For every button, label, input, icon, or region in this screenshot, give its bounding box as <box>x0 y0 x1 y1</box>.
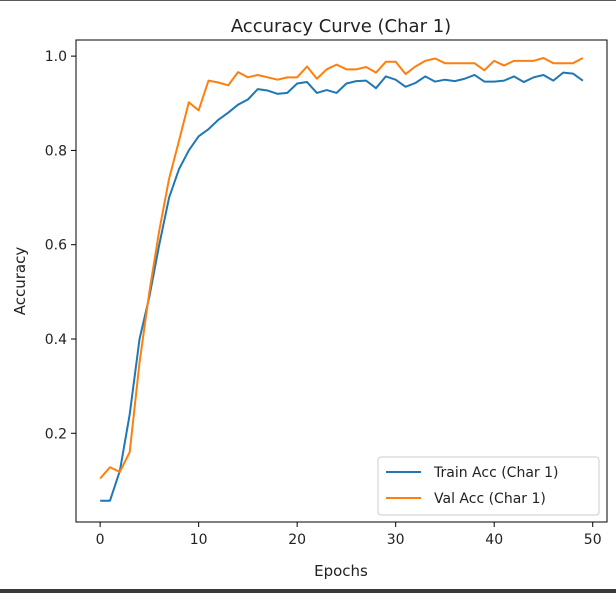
tick-layer: 0 10 20 30 40 50 0.2 0.4 0.6 0.8 1.0 <box>45 49 602 548</box>
legend: Train Acc (Char 1) Val Acc (Char 1) <box>377 456 600 516</box>
y-tick-label: 1.0 <box>45 49 67 65</box>
series-layer <box>99 57 584 502</box>
series-line-train <box>100 71 584 502</box>
y-tick-label: 0.2 <box>45 426 67 442</box>
y-tick-label: 0.8 <box>45 143 67 159</box>
y-tick-label: 0.4 <box>45 332 67 348</box>
series-line-val <box>99 57 584 480</box>
bottom-divider <box>0 589 616 593</box>
x-tick-label: 50 <box>584 532 602 548</box>
y-tick-label: 0.6 <box>45 238 67 254</box>
x-tick-label: 10 <box>190 532 208 548</box>
x-tick-label: 20 <box>288 532 306 548</box>
x-tick-label: 40 <box>485 532 503 548</box>
y-axis-title: Accuracy <box>11 247 29 316</box>
chart-title: Accuracy Curve (Char 1) <box>231 16 451 37</box>
legend-box <box>377 456 600 516</box>
x-axis-title: Epochs <box>314 562 368 580</box>
x-tick-label: 0 <box>96 532 105 548</box>
legend-label-train: Train Acc (Char 1) <box>433 465 558 481</box>
plot-area <box>75 39 608 523</box>
x-tick-label: 30 <box>387 532 405 548</box>
top-divider <box>0 0 616 1</box>
legend-label-val: Val Acc (Char 1) <box>434 491 546 507</box>
